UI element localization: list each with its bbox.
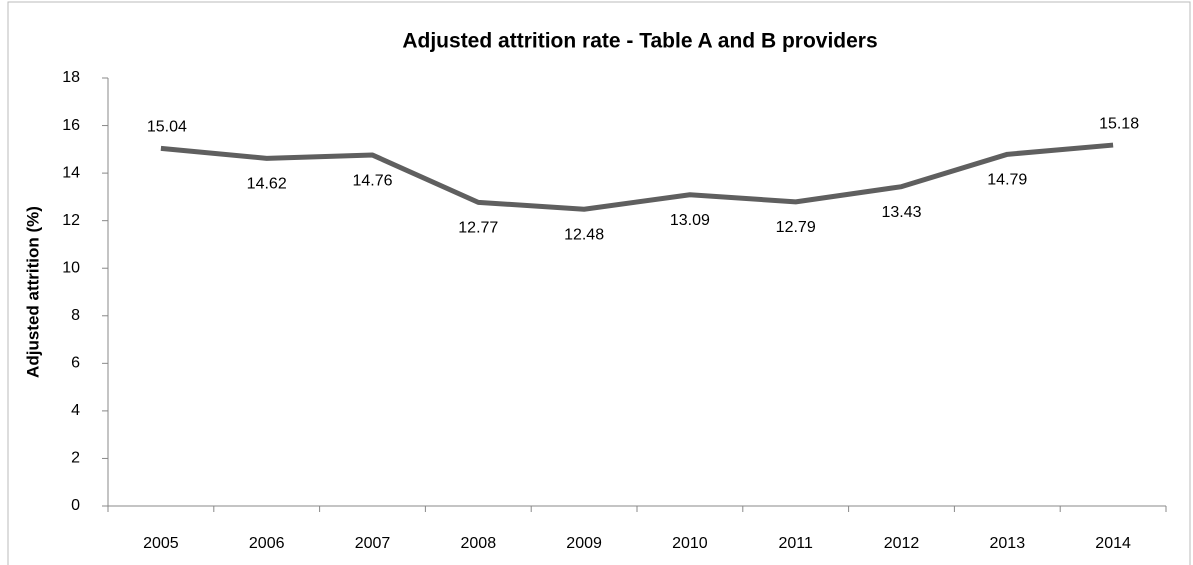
y-tick-label: 14 xyxy=(62,164,80,181)
data-label: 13.43 xyxy=(881,204,921,221)
y-tick-label: 2 xyxy=(71,450,80,467)
x-tick-label: 2011 xyxy=(778,535,813,552)
x-tick-label: 2014 xyxy=(1095,535,1131,552)
data-label: 14.79 xyxy=(987,172,1027,189)
x-tick-label: 2008 xyxy=(461,535,497,552)
y-tick-label: 10 xyxy=(62,259,80,276)
y-tick-label: 8 xyxy=(71,307,80,324)
chart-title: Adjusted attrition rate - Table A and B … xyxy=(402,30,877,53)
data-label: 12.79 xyxy=(776,219,816,236)
x-tick-label: 2012 xyxy=(884,535,920,552)
data-label: 14.62 xyxy=(247,176,287,193)
y-axis-label: Adjusted attrition (%) xyxy=(23,206,42,378)
y-tick-label: 16 xyxy=(62,117,80,134)
x-tick-label: 2007 xyxy=(355,535,391,552)
data-label: 15.04 xyxy=(147,119,187,136)
data-label: 13.09 xyxy=(670,212,710,229)
y-tick-label: 4 xyxy=(71,402,80,419)
y-tick-label: 0 xyxy=(71,497,80,514)
y-tick-label: 18 xyxy=(62,69,80,86)
data-label: 12.48 xyxy=(564,226,604,243)
chart-frame xyxy=(7,1,1191,565)
x-tick-label: 2009 xyxy=(566,535,602,552)
data-label: 15.18 xyxy=(1099,115,1139,132)
x-tick-label: 2010 xyxy=(672,535,708,552)
x-tick-label: 2006 xyxy=(249,535,285,552)
data-label: 14.76 xyxy=(352,172,392,189)
line xyxy=(160,142,1114,212)
data-label: 12.77 xyxy=(458,220,498,237)
y-tick-label: 6 xyxy=(71,355,80,372)
y-tick-label: 12 xyxy=(62,212,80,229)
x-tick-label: 2013 xyxy=(990,535,1026,552)
x-tick-label: 2005 xyxy=(143,535,179,552)
